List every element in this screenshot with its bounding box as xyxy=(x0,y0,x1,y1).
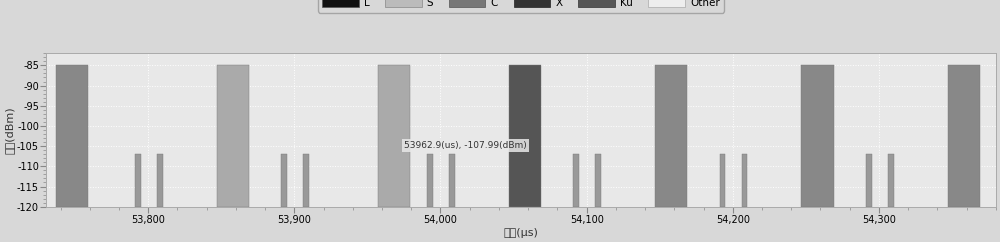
Bar xyxy=(427,154,433,207)
Bar xyxy=(655,65,687,207)
Bar xyxy=(720,154,725,207)
Bar xyxy=(281,154,287,207)
Legend: L, S, C, X, Ku, Other: L, S, C, X, Ku, Other xyxy=(318,0,724,13)
Bar xyxy=(303,154,309,207)
Text: 53962.9(us), -107.99(dBm): 53962.9(us), -107.99(dBm) xyxy=(404,141,527,150)
Bar xyxy=(135,154,141,207)
Bar xyxy=(866,154,872,207)
Bar xyxy=(157,154,163,207)
Bar xyxy=(595,154,601,207)
Bar xyxy=(801,65,834,207)
Bar xyxy=(888,154,894,207)
Bar xyxy=(378,65,410,207)
Bar xyxy=(742,154,747,207)
Y-axis label: 强度(dBm): 强度(dBm) xyxy=(4,106,14,154)
Bar xyxy=(948,65,980,207)
Bar xyxy=(56,65,88,207)
Bar xyxy=(509,65,541,207)
Bar xyxy=(573,154,579,207)
X-axis label: 时间(μs): 时间(μs) xyxy=(503,228,538,238)
Bar xyxy=(217,65,249,207)
Bar xyxy=(449,154,455,207)
